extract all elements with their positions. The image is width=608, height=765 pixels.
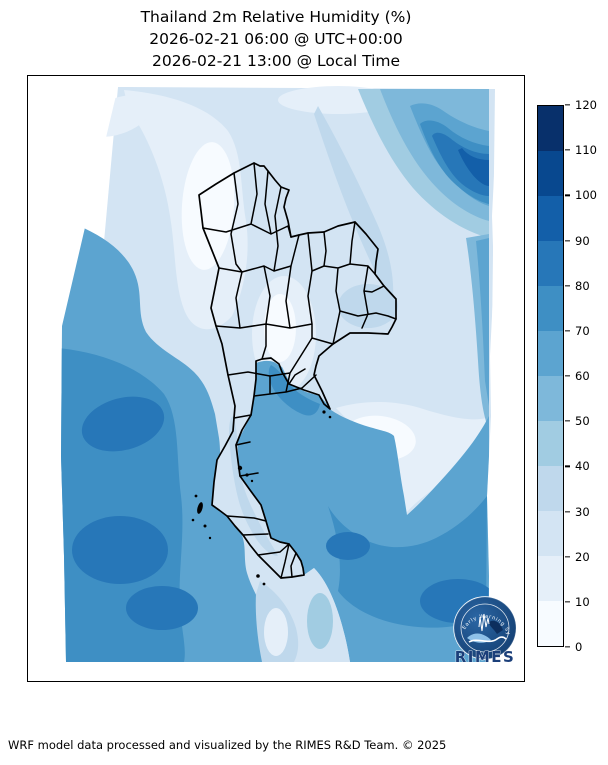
colorbar-tickmark [565, 646, 570, 648]
fill-region-andaman-dark-1 [81, 396, 165, 452]
colorbar-segment [538, 421, 563, 466]
logo-landmass-dark [489, 620, 503, 634]
colorbar-segment [538, 286, 563, 331]
colorbar-tick-label: 10 [575, 594, 590, 609]
colorbar-segment [538, 331, 563, 376]
colorbar-segment [538, 601, 563, 646]
fill-region-andaman-dark-2 [72, 516, 168, 584]
colorbar-tickmark [565, 375, 570, 377]
colorbar-tick-label: 90 [575, 233, 590, 248]
island-phuket [197, 502, 203, 514]
colorbar [537, 105, 564, 647]
island-dot [194, 494, 198, 498]
fill-region-myanmar-valley-core [181, 142, 235, 270]
colorbar-tickmark [565, 285, 570, 287]
logo-circle-shade [454, 597, 516, 659]
fill-region-peninsula-land [212, 361, 350, 662]
colorbar-segment [538, 466, 563, 511]
colorbar-tickmark [565, 420, 570, 422]
island-dot [250, 479, 254, 483]
logo-seismogram [478, 613, 490, 632]
colorbar-tick-label: 110 [575, 143, 597, 158]
colorbar-tick-label: 70 [575, 323, 590, 338]
logo-wordmark: RIMES [455, 648, 516, 666]
island-dot [191, 518, 195, 522]
province-boundaries [202, 162, 397, 579]
colorbar-tick-label: 100 [575, 188, 597, 203]
figure-title: Thailand 2m Relative Humidity (%) 2026-0… [28, 6, 524, 72]
island-dot [262, 582, 266, 586]
fill-region-malaysia-core [264, 608, 288, 656]
humidity-map: Early Warning System RIMES [61, 86, 517, 666]
colorbar-tick-label: 60 [575, 369, 590, 383]
colorbar-tick-label: 40 [575, 459, 590, 474]
colorbar-segment [538, 106, 563, 151]
colorbar-tickmark [565, 239, 570, 242]
island-dot [208, 536, 212, 540]
colorbar-tick-label: 30 [575, 504, 590, 519]
colorbar-tick-label: 50 [575, 414, 590, 429]
colorbar-segment [538, 196, 563, 241]
contour-field [61, 86, 496, 662]
colorbar-tick-label: 20 [575, 549, 590, 564]
colorbar-tickmark [565, 194, 570, 196]
title-line-1: Thailand 2m Relative Humidity (%) [140, 8, 412, 26]
rimes-logo: Early Warning System RIMES [453, 596, 517, 666]
island-dot [328, 415, 332, 419]
title-line-utc: 2026-02-21 06:00 @ UTC+00:00 [149, 30, 403, 48]
colorbar-tickmark [565, 465, 570, 467]
title-line-local: 2026-02-21 13:00 @ Local Time [151, 52, 401, 70]
colorbar-segment [538, 556, 563, 601]
colorbar-tickmark [565, 556, 570, 558]
fill-region-malaysia-east [307, 593, 333, 649]
logo-wave [468, 636, 507, 643]
colorbar-tickmark [565, 510, 570, 513]
colorbar-segment [538, 241, 563, 286]
fill-region-tonkin-l8 [432, 132, 489, 196]
fill-region-tonkin-core [458, 148, 489, 186]
colorbar-segment [538, 151, 563, 196]
colorbar-segment [538, 376, 563, 421]
fill-region-isan-patch [338, 284, 398, 328]
fill-region-right-strip-inner [476, 238, 489, 406]
map-axes-frame: Early Warning System RIMES [27, 75, 525, 682]
logo-inner-ring [460, 603, 510, 653]
colorbar-tick-label: 80 [575, 278, 590, 293]
colorbar-ticks: 0 10 20 30 40 50 60 70 80 90 100 110 120 [565, 98, 607, 654]
colorbar-tick-label: 120 [575, 98, 597, 112]
colorbar-tickmark [565, 149, 570, 151]
colorbar-tickmark [565, 104, 570, 106]
fill-region-scs-dark-patch-2 [326, 532, 370, 560]
fill-region-andaman-dark-3 [126, 586, 198, 630]
island-langkawi [256, 574, 260, 578]
island-koh-chang [322, 410, 326, 414]
colorbar-tick-label: 0 [575, 640, 583, 654]
fill-region-laos-band [314, 106, 394, 308]
colorbar-tickmark [565, 601, 570, 603]
colorbar-segment [538, 511, 563, 556]
footer-credit: WRF model data processed and visualized … [8, 738, 447, 752]
colorbar-tickmark [565, 330, 570, 332]
island-dot [203, 524, 207, 528]
